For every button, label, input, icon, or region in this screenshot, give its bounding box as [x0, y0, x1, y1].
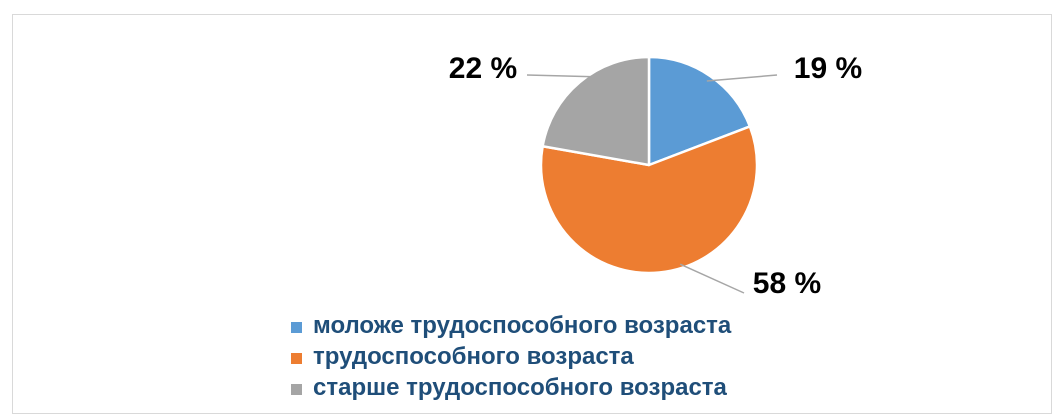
leader-lines [526, 74, 778, 294]
legend-swatch [291, 353, 302, 364]
legend-item: трудоспособного возраста [291, 341, 731, 372]
data-label: 19 % [794, 52, 862, 85]
leader-line [526, 74, 594, 78]
leader-line [679, 263, 745, 294]
data-labels: 19 % 58 % 22 % [449, 52, 862, 300]
chart-frame [12, 14, 1052, 414]
pie-chart: 19 % 58 % 22 % [449, 52, 862, 300]
legend: моложе трудоспособного возраста трудоспо… [291, 310, 731, 403]
legend-swatch [291, 384, 302, 395]
pie-slice [539, 125, 759, 275]
data-label: 22 % [449, 52, 517, 85]
pie-slice [541, 55, 651, 167]
legend-label: трудоспособного возраста [313, 342, 634, 370]
legend-swatch [291, 322, 302, 333]
legend-label: старше трудоспособного возраста [313, 373, 727, 401]
pie-slice [647, 55, 752, 167]
legend-label: моложе трудоспособного возраста [313, 311, 732, 339]
data-label: 58 % [753, 267, 821, 300]
legend-item: моложе трудоспособного возраста [291, 310, 731, 341]
legend-item: старше трудоспособного возраста [291, 372, 731, 403]
pie-slices [539, 55, 759, 275]
leader-line [706, 74, 778, 82]
